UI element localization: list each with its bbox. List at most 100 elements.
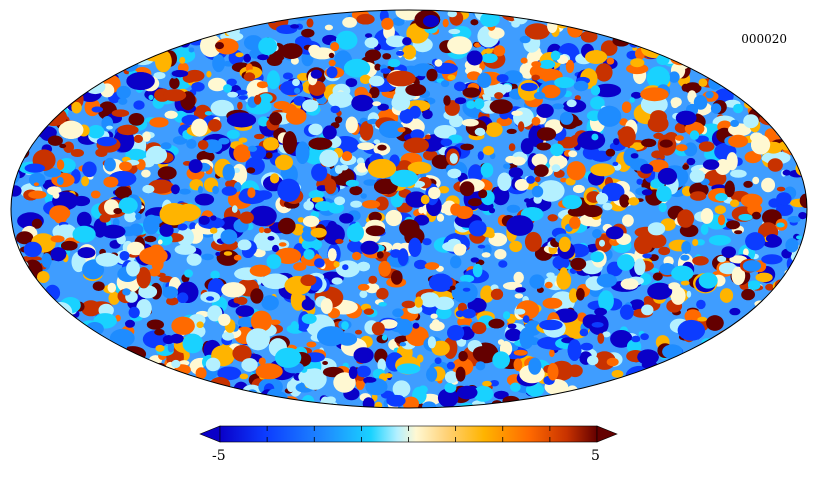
sky-blob (243, 35, 263, 51)
sky-blob (306, 341, 317, 348)
sky-blob (250, 288, 264, 304)
sky-blob (360, 240, 379, 255)
sky-blob (426, 68, 438, 82)
sky-blob (630, 58, 645, 68)
sky-blob (460, 143, 474, 151)
sky-blob (374, 63, 382, 71)
sky-blob (362, 397, 375, 408)
sky-blob (263, 228, 272, 234)
sky-blob (438, 186, 450, 194)
sky-blob (724, 180, 735, 198)
sky-blob (163, 89, 187, 102)
sky-blob (47, 135, 63, 146)
sky-blob (424, 134, 431, 140)
sky-blob (531, 153, 548, 167)
sky-blob (52, 191, 60, 199)
sky-blob (577, 130, 606, 150)
sky-blob (363, 377, 377, 383)
sky-blob (422, 238, 432, 246)
sky-blob (314, 258, 325, 268)
sky-blob (210, 99, 234, 117)
sky-blob (133, 100, 145, 110)
sky-blob (505, 328, 522, 342)
sky-blob (157, 166, 177, 180)
sky-blob (210, 270, 220, 280)
sky-blob (593, 83, 622, 98)
sky-blob (148, 268, 161, 277)
sky-blob (256, 81, 269, 89)
sky-blob (440, 138, 453, 147)
sky-blob (76, 211, 92, 228)
sky-blob (348, 366, 358, 379)
sky-blob (359, 121, 374, 141)
sky-blob (160, 43, 172, 50)
sky-blob (186, 253, 202, 266)
sky-blob (695, 239, 705, 246)
sky-blob (631, 335, 641, 343)
sky-blob (28, 190, 47, 199)
sky-blob (565, 59, 575, 74)
sky-blob (567, 339, 582, 361)
sky-blob (254, 133, 265, 140)
sky-blob (418, 385, 428, 394)
sky-blob (345, 78, 358, 88)
sky-blob (310, 69, 323, 79)
sky-blob (536, 142, 551, 151)
sky-blob (681, 83, 690, 92)
sky-blob (177, 223, 188, 231)
sky-blob (550, 143, 564, 157)
sky-blob (697, 316, 708, 322)
sky-blob (503, 70, 523, 84)
sky-blob (233, 144, 251, 163)
sky-blob (568, 288, 579, 303)
sky-blob (668, 282, 681, 290)
sky-blob (275, 154, 293, 171)
sky-blob (82, 161, 97, 178)
sky-blob (349, 186, 363, 196)
sky-blob (342, 264, 349, 271)
sky-blob (172, 136, 188, 145)
sky-blob (566, 161, 586, 181)
sky-blob (573, 80, 589, 92)
sky-blob (342, 17, 357, 28)
sky-blob (137, 356, 144, 365)
sky-blob (745, 232, 766, 251)
sky-blob (119, 251, 130, 261)
sky-blob (447, 36, 473, 55)
sky-blob (605, 226, 624, 240)
sky-blob (597, 105, 622, 127)
sky-blob (507, 323, 517, 329)
sky-blob (235, 305, 255, 317)
sky-blob (311, 197, 324, 203)
sky-blob (473, 346, 492, 360)
sky-blob (544, 281, 553, 289)
sky-blob (610, 330, 633, 348)
sky-blob (477, 72, 492, 88)
sky-blob (622, 214, 634, 227)
sky-blob (432, 319, 440, 327)
sky-blob (107, 282, 117, 293)
sky-blob (206, 70, 212, 78)
sky-blob (482, 380, 492, 387)
sky-blob (377, 144, 387, 151)
sky-blob (683, 142, 698, 157)
sky-blob (351, 94, 374, 112)
sky-blob (632, 46, 638, 51)
sky-blob (547, 19, 558, 33)
sky-blob (443, 95, 451, 106)
sky-blob (531, 116, 541, 126)
sky-blob (641, 138, 657, 148)
sky-blob (194, 193, 215, 206)
sky-blob (485, 122, 503, 138)
sky-blob (740, 193, 763, 208)
sky-blob (81, 176, 89, 187)
sky-blob (301, 313, 317, 324)
sky-blob (258, 37, 277, 55)
sky-blob (392, 380, 411, 398)
sky-blob (617, 254, 635, 271)
sky-blob (765, 283, 774, 291)
sky-blob (589, 219, 601, 227)
sky-blob (670, 286, 686, 305)
sky-blob (266, 54, 283, 66)
